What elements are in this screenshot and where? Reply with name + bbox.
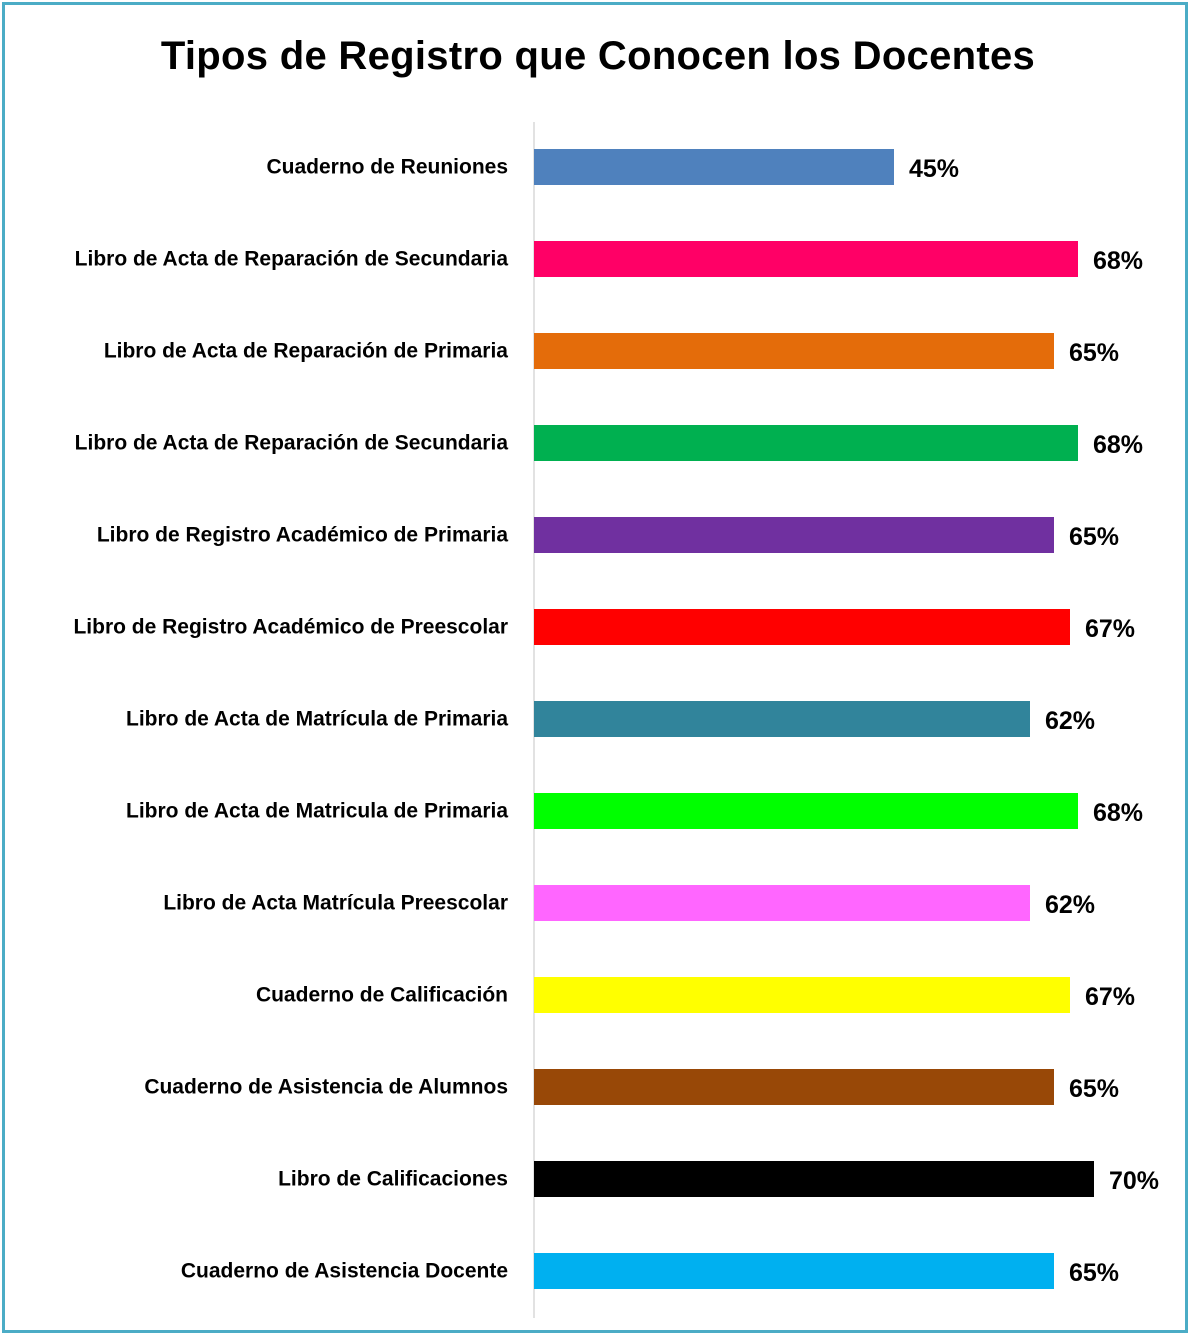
bar [534,1069,1054,1105]
bar [534,793,1078,829]
value-label: 70% [1109,1167,1159,1195]
bar [534,609,1070,645]
category-label: Cuaderno de Reuniones [266,156,508,179]
category-label: Cuaderno de Calificación [256,984,508,1007]
value-label: 65% [1069,339,1119,367]
bar [534,149,894,185]
category-label: Libro de Registro Académico de Preescola… [73,616,508,639]
category-label: Libro de Acta de Matrícula de Primaria [126,708,508,731]
value-label: 67% [1085,615,1135,643]
bar [534,333,1054,369]
bar [534,885,1030,921]
category-label: Libro de Acta de Matricula de Primaria [126,800,508,823]
bar [534,425,1078,461]
value-label: 65% [1069,523,1119,551]
bar [534,517,1054,553]
chart-title: Tipos de Registro que Conocen los Docent… [160,34,1036,78]
category-label: Libro de Registro Académico de Primaria [97,524,508,547]
value-label: 67% [1085,983,1135,1011]
value-label: 68% [1093,799,1143,827]
category-label: Libro de Acta de Reparación de Primaria [104,340,508,363]
value-label: 68% [1093,247,1143,275]
category-label: Cuaderno de Asistencia de Alumnos [144,1076,508,1099]
category-label: Libro de Calificaciones [278,1168,508,1191]
bar [534,1253,1054,1289]
value-label: 65% [1069,1259,1119,1287]
category-label: Libro de Acta de Reparación de Secundari… [75,432,509,455]
bar [534,1161,1094,1197]
category-label: Libro de Acta Matrícula Preescolar [163,892,508,915]
value-label: 45% [909,155,959,183]
category-label: Cuaderno de Asistencia Docente [181,1260,508,1283]
value-label: 62% [1045,891,1095,919]
bar [534,977,1070,1013]
value-label: 68% [1093,431,1143,459]
bar [534,701,1030,737]
category-label: Libro de Acta de Reparación de Secundari… [75,248,509,271]
value-label: 65% [1069,1075,1119,1103]
bar [534,241,1078,277]
value-label: 62% [1045,707,1095,735]
